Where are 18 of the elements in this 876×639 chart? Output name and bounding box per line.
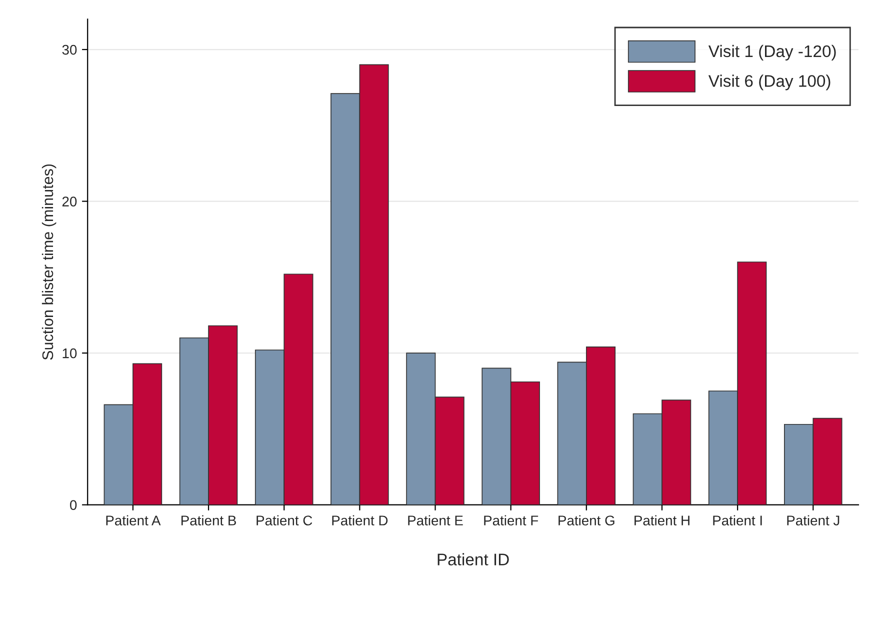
x-tick-label: Patient J [787, 515, 840, 526]
x-tick-label: Patient C [256, 515, 312, 526]
x-tick-label: Patient B [181, 515, 236, 526]
x-tick-label: Patient H [634, 515, 690, 526]
x-tick-label: Patient E [408, 515, 463, 526]
x-tick-label: Patient G [558, 515, 614, 526]
x-tick-label: Patient F [484, 515, 538, 526]
x-tick-label: Patient I [713, 515, 762, 526]
y-tick-label: 10 [62, 348, 77, 358]
legend-label: Visit 6 (Day 100) [708, 74, 830, 90]
x-tick-label: Patient A [106, 515, 161, 526]
y-tick-label: 20 [62, 196, 77, 206]
y-axis-title: Suction blister time (minutes) [42, 164, 56, 360]
legend-label: Visit 1 (Day -120) [708, 44, 836, 60]
y-tick-label: 30 [62, 44, 77, 55]
x-axis-title: Patient ID [438, 553, 509, 566]
x-tick-label: Patient D [332, 515, 388, 526]
y-tick-label: 0 [70, 500, 77, 510]
